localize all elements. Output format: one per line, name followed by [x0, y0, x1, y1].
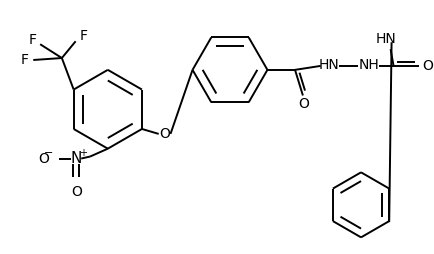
Text: HN: HN [318, 58, 339, 72]
Text: O: O [299, 97, 309, 111]
Text: +: + [79, 148, 87, 158]
Text: O: O [159, 127, 170, 141]
Text: F: F [79, 29, 88, 43]
Text: O: O [38, 152, 49, 166]
Text: N: N [71, 151, 82, 166]
Text: O: O [423, 59, 434, 73]
Text: −: − [44, 148, 53, 158]
Text: HN: HN [375, 32, 396, 46]
Text: O: O [71, 185, 82, 199]
Text: F: F [20, 53, 28, 67]
Text: F: F [28, 33, 36, 47]
Text: NH: NH [358, 58, 379, 72]
